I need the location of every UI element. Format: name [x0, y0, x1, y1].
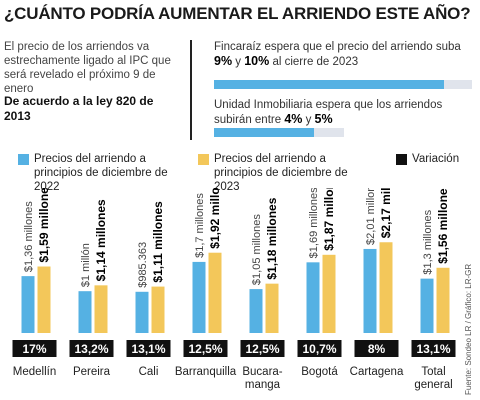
category-label-cat-7-line-0: Total — [421, 366, 445, 378]
category-label-cat-1: Pereira — [73, 366, 111, 378]
bar-2023-cat-2 — [151, 286, 165, 333]
category-label-cat-4-line-1: manga — [245, 379, 281, 391]
category-label-cat-7-line-1: general — [414, 379, 452, 391]
value-label-2022-cat-3: $1,7 millones — [194, 193, 206, 258]
bar-2022-cat-7 — [420, 278, 434, 333]
variation-label-cat-4: 12,5% — [245, 342, 279, 356]
bar-chart: $1,36 millones $1,59 millones 17% Medellín $… — [12, 188, 456, 391]
variation-label-cat-7: 13,1% — [416, 342, 450, 356]
legend-label-variation: Variación — [412, 153, 460, 165]
source-note: Fuente: Sondeo LR / Gráfico: LR-GR — [464, 263, 473, 395]
legend: Precios del arriendo a principios de dic… — [0, 152, 480, 193]
value-label-2022-cat-5: $1,69 millones — [308, 188, 320, 258]
callout-fincaraiz: Fincaraíz espera que el precio del arrie… — [214, 40, 476, 69]
bar-2022-cat-4 — [249, 289, 263, 333]
bar-2022-cat-6 — [363, 248, 377, 333]
value-label-2023-cat-6: $2,17 millones — [379, 188, 393, 238]
unidad-progress-bar — [214, 128, 344, 137]
intro-text: El precio de los arriendos va estrechame… — [4, 41, 171, 95]
variation-badge-cat-0 — [12, 340, 57, 357]
legend-label-2023: Precios del arriendo a principios de dic… — [214, 153, 348, 193]
callout-fincaraiz-pre: Fincaraíz espera que el precio del arrie… — [214, 41, 461, 53]
value-label-2023-cat-1: $1,14 millones — [94, 199, 108, 281]
category-label-cat-6: Cartagena — [350, 366, 404, 378]
bar-2023-cat-5 — [322, 254, 336, 333]
callout-fincaraiz-pct-a: 9% — [214, 54, 233, 68]
value-label-2023-cat-7: $1,56 millones — [436, 188, 450, 264]
page-title: ¿CUÁNTO PODRÍA AUMENTAR EL ARRIENDO ESTE… — [4, 4, 471, 23]
variation-label-cat-1: 13,2% — [74, 342, 108, 356]
bar-2023-cat-0 — [37, 266, 51, 333]
variation-badge-cat-2 — [126, 340, 171, 357]
category-label-cat-3: Barranquilla — [175, 366, 237, 378]
variation-badge-cat-6 — [354, 340, 399, 357]
value-label-2022-cat-1: $1 millón — [80, 243, 92, 287]
variation-label-cat-2: 13,1% — [131, 342, 165, 356]
bar-2022-cat-0 — [21, 276, 35, 333]
variation-badge-cat-7 — [411, 340, 456, 357]
category-label-cat-2: Cali — [139, 366, 159, 378]
bar-2022-cat-3 — [192, 261, 206, 333]
category-label-cat-0: Medellín — [13, 366, 56, 378]
bar-2023-cat-1 — [94, 285, 108, 333]
bar-2023-cat-4 — [265, 283, 279, 333]
callout-fincaraiz-pct-b: 10% — [244, 54, 270, 68]
variation-label-cat-3: 12,5% — [188, 342, 222, 356]
unidad-progress-fill — [214, 128, 315, 137]
category-label-cat-5: Bogotá — [301, 366, 338, 378]
legend-swatch-2023 — [198, 154, 209, 165]
variation-label-cat-5: 10,7% — [302, 342, 336, 356]
divider — [190, 40, 192, 140]
bar-2023-cat-7 — [436, 267, 450, 333]
value-label-2023-cat-5: $1,87 millones — [322, 188, 336, 251]
fincaraiz-progress-fill — [214, 80, 444, 89]
value-label-2022-cat-0: $1,36 millones — [23, 201, 35, 272]
value-label-2023-cat-2: $1,11 millones — [151, 201, 165, 283]
value-label-2022-cat-4: $1,05 millones — [251, 214, 263, 285]
bar-2023-cat-6 — [379, 242, 393, 333]
law-text: De acuerdo a la ley 820 de 2013 — [4, 94, 154, 123]
variation-badge-cat-4 — [240, 340, 285, 357]
legend-swatch-variation — [396, 154, 407, 165]
value-label-2022-cat-7: $1,3 millones — [422, 209, 434, 274]
bar-2022-cat-1 — [78, 291, 92, 333]
bar-2022-cat-2 — [135, 291, 149, 333]
callout-unidad-connector: y — [302, 114, 315, 126]
callout-unidad-pct-b: 5% — [314, 112, 333, 126]
callout-fincaraiz-connector: y — [232, 56, 245, 68]
legend-label-2022: Precios del arriendo a principios de dic… — [34, 153, 168, 193]
variation-label-cat-0: 17% — [22, 342, 46, 356]
category-label-cat-4-line-0: Bucara- — [242, 366, 282, 378]
value-label-2023-cat-4: $1,18 millones — [265, 197, 279, 279]
variation-badge-cat-3 — [183, 340, 228, 357]
variation-badge-cat-1 — [69, 340, 114, 357]
callout-unidad-pre: Unidad Inmobiliaria espera que los arrie… — [214, 99, 443, 126]
legend-swatch-2022 — [18, 154, 29, 165]
value-label-2022-cat-6: $2,01 millones — [365, 188, 377, 245]
value-label-2023-cat-3: $1,92 millones — [208, 188, 222, 249]
callout-unidad-pct-a: 4% — [284, 112, 303, 126]
callout-unidad: Unidad Inmobiliaria espera que los arrie… — [214, 98, 476, 127]
variation-badge-cat-5 — [297, 340, 342, 357]
fincaraiz-progress-bar — [214, 80, 472, 89]
callout-fincaraiz-post: al cierre de 2023 — [269, 56, 359, 68]
value-label-2022-cat-2: $985.363 — [137, 242, 149, 288]
value-label-2023-cat-0: $1,59 millones — [37, 188, 51, 263]
variation-label-cat-6: 8% — [368, 342, 386, 356]
bar-2022-cat-5 — [306, 262, 320, 333]
bar-2023-cat-3 — [208, 252, 222, 333]
